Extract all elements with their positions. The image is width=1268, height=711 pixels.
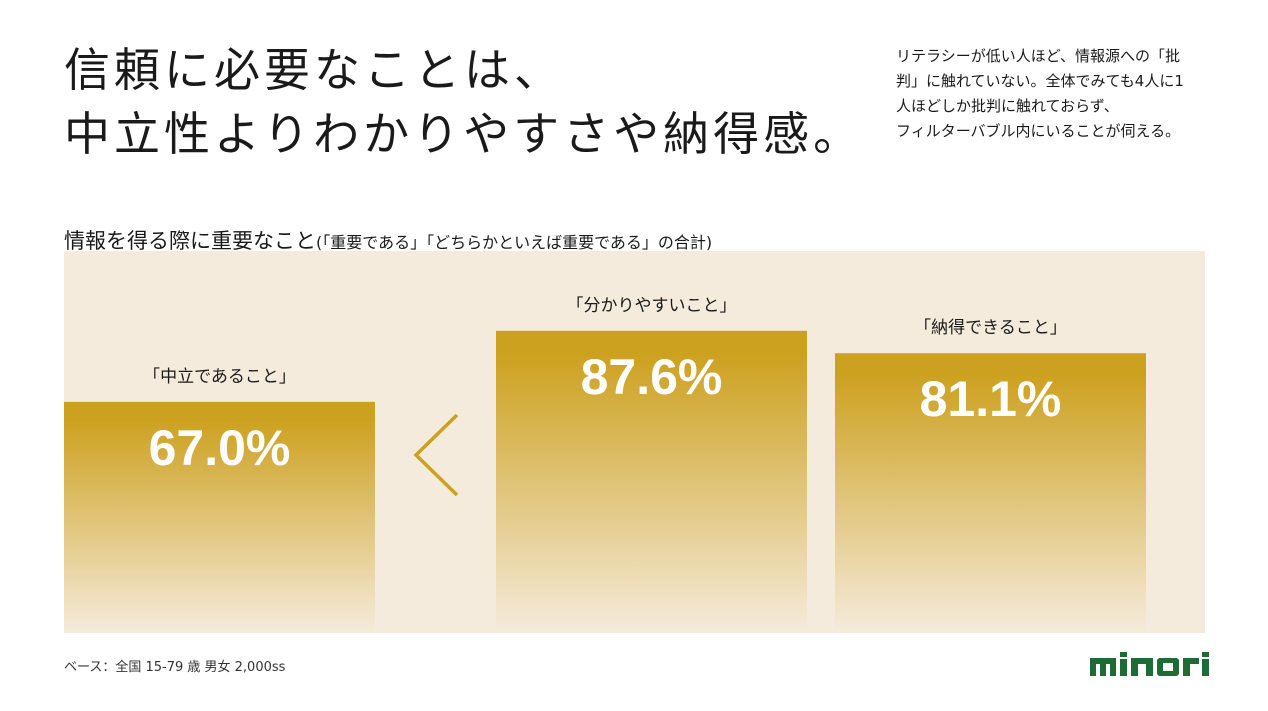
category-label-2: 「分かりやすいこと」	[567, 296, 737, 316]
category-label-1: 「中立であること」	[143, 367, 296, 387]
insight-note-line-3: 人ほどしか批判に触れておらず、	[896, 97, 1119, 115]
less-than-symbol	[413, 413, 459, 497]
bar-3	[835, 353, 1146, 633]
chart-title: 情報を得る際に重要なこと(「重要である」「どちらかといえば重要である」の合計)	[64, 225, 712, 255]
bar-2	[496, 330, 807, 633]
insight-note-line-4: フィルターバブル内にいることが伺える。	[896, 122, 1181, 140]
logo	[1090, 650, 1230, 684]
minori-logo-icon	[1090, 652, 1209, 676]
insight-note-line-2: 判」に触れていない。全体でみても4人に1	[896, 72, 1184, 90]
chart-title-main: 情報を得る際に重要なこと	[64, 229, 316, 253]
chart-panel: 「中立であること」 67.0% 「分かりやすいこと」 87.6% 「納得できること」 81…	[64, 251, 1205, 633]
base-note: ベース：全国 15-79 歳 男女 2,000ss	[64, 660, 286, 675]
category-label-3: 「納得できること」	[914, 318, 1067, 338]
bar-chart: 「中立であること」 67.0% 「分かりやすいこと」 87.6% 「納得できること」 81…	[64, 296, 1146, 633]
headline: 信頼に必要なことは、 中立性よりわかりやすさや納得感。	[64, 38, 863, 166]
value-label-3: 81.1%	[920, 371, 1062, 427]
bar-1	[64, 401, 375, 633]
less-than-icon	[413, 413, 459, 497]
headline-line-1: 信頼に必要なことは、	[64, 43, 564, 97]
value-label-2: 87.6%	[581, 349, 723, 405]
chart-title-sub: (「重要である」「どちらかといえば重要である」の合計)	[316, 233, 713, 252]
value-label-1: 67.0%	[149, 420, 291, 476]
insight-note: リテラシーが低い人ほど、情報源への「批 判」に触れていない。全体でみても4人に1…	[896, 44, 1226, 144]
headline-line-2: 中立性よりわかりやすさや納得感。	[64, 107, 864, 161]
insight-note-line-1: リテラシーが低い人ほど、情報源への「批	[896, 47, 1180, 65]
